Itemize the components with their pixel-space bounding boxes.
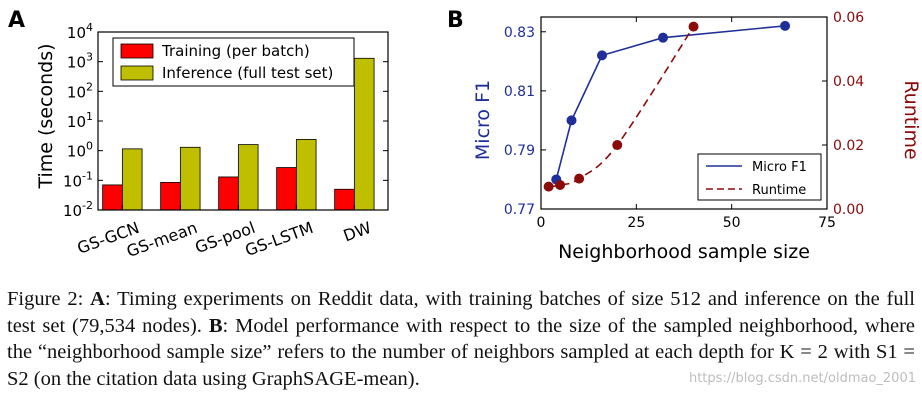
bar-dw-training: [334, 188, 355, 211]
panel-b-ytick-left-label: 0.81: [504, 84, 535, 100]
point-micro-f1: [597, 50, 608, 61]
panel-b-xtick-label: 25: [627, 215, 645, 231]
panel-b-ytick-left-label: 0.79: [504, 143, 535, 159]
panel-a-ytick-label: 10-1: [63, 169, 93, 190]
panel-b-ytick-left-label: 0.77: [504, 202, 535, 218]
panel-b-ytick-right-label: 0.00: [833, 202, 864, 218]
ytick-exponent: 4: [86, 21, 93, 34]
bar-gs-lstm-training: [276, 167, 297, 211]
ytick-base: 10: [67, 113, 86, 131]
panel-b: B Micro F1 Runtime Neighborhood sample s…: [447, 8, 922, 263]
panel-b-ytick-left-label: 0.83: [504, 25, 535, 41]
point-runtime: [688, 21, 699, 32]
ytick-exponent: -1: [82, 169, 93, 182]
ytick-base: 10: [67, 143, 86, 161]
figure-caption: Figure 2: A: Timing experiments on Reddi…: [7, 286, 915, 392]
category-label: DW: [341, 218, 374, 246]
figure: A Time (seconds) 10-210-1100101102103104…: [8, 8, 922, 263]
point-micro-f1: [566, 115, 577, 126]
legend-swatch-training: [120, 43, 154, 59]
panel-b-label: B: [447, 8, 464, 33]
caption-a-label: A: [90, 288, 105, 310]
ytick-exponent: 0: [86, 140, 93, 153]
panel-b-xtick-label: 75: [818, 215, 836, 231]
ytick-base: 10: [63, 202, 82, 220]
point-runtime: [612, 140, 623, 150]
bar-gs-lstm-inference: [295, 138, 317, 211]
panel-b-ytick-right-label: 0.04: [833, 74, 864, 90]
point-runtime: [574, 173, 585, 184]
legend-label-runtime: Runtime: [752, 183, 806, 198]
ytick-exponent: 2: [86, 80, 93, 93]
point-runtime: [543, 181, 554, 192]
ytick-base: 10: [67, 24, 86, 42]
panel-a-legend: Training (per batch) Inference (full tes…: [112, 37, 355, 87]
panel-b-xtick-label: 0: [537, 215, 546, 231]
panel-b-xtick-label: 50: [723, 215, 741, 231]
bar-dw-inference: [353, 57, 375, 211]
bar-gs-mean-inference: [179, 146, 201, 211]
panel-b-ytick-right-label: 0.02: [833, 138, 864, 154]
legend-label-training: Training (per batch): [161, 42, 310, 60]
point-runtime: [555, 180, 566, 190]
bar-gs-mean-training: [160, 182, 181, 211]
panel-a-label: A: [8, 8, 25, 33]
panel-a-ytick-label: 102: [67, 80, 93, 101]
panel-a-ylabel: Time (seconds): [35, 43, 57, 189]
ytick-exponent: 1: [86, 110, 93, 123]
bar-gs-pool-training: [218, 176, 239, 211]
panel-a-ytick-label: 100: [67, 140, 93, 161]
ytick-base: 10: [67, 54, 86, 72]
watermark: https://blog.csdn.net/oldmao_2001: [688, 371, 916, 386]
legend-box-b: [697, 153, 822, 201]
ytick-exponent: -2: [82, 199, 93, 212]
legend-label-micro-f1: Micro F1: [752, 160, 807, 175]
panel-a-ytick-label: 104: [67, 21, 93, 42]
panel-b-legend: Micro F1 Runtime: [697, 153, 822, 201]
bar-gs-gcn-training: [102, 184, 123, 211]
panel-a-ytick-label: 103: [67, 51, 93, 72]
panel-a-ytick-label: 10-2: [63, 199, 93, 220]
legend-swatch-inference: [120, 65, 154, 81]
panel-a-ytick-label: 101: [67, 110, 93, 131]
ytick-exponent: 3: [86, 51, 93, 64]
legend-label-inference: Inference (full test set): [162, 64, 333, 82]
bar-gs-pool-inference: [237, 144, 259, 211]
panel-b-ytick-right-label: 0.06: [833, 10, 864, 26]
caption-figure-label: Figure 2:: [7, 288, 84, 310]
caption-b-text: : Model performance with respect to the …: [7, 314, 916, 390]
bar-gs-gcn-inference: [121, 148, 143, 211]
ytick-base: 10: [67, 83, 86, 101]
panel-b-xlabel: Neighborhood sample size: [558, 241, 810, 263]
caption-a-text: : Timing experiments on Reddit data, wit…: [7, 288, 915, 337]
point-micro-f1: [780, 20, 791, 31]
point-micro-f1: [658, 32, 669, 43]
panel-b-plot-frame: [540, 16, 828, 210]
panel-b-ylabel-left: Micro F1: [472, 80, 494, 160]
panel-a-plot-frame: [97, 31, 389, 211]
caption-b-label: B: [208, 314, 223, 337]
ytick-base: 10: [63, 172, 82, 190]
panel-a: A Time (seconds) 10-210-1100101102103104…: [8, 8, 389, 261]
panel-b-ylabel-right: Runtime: [900, 80, 922, 159]
